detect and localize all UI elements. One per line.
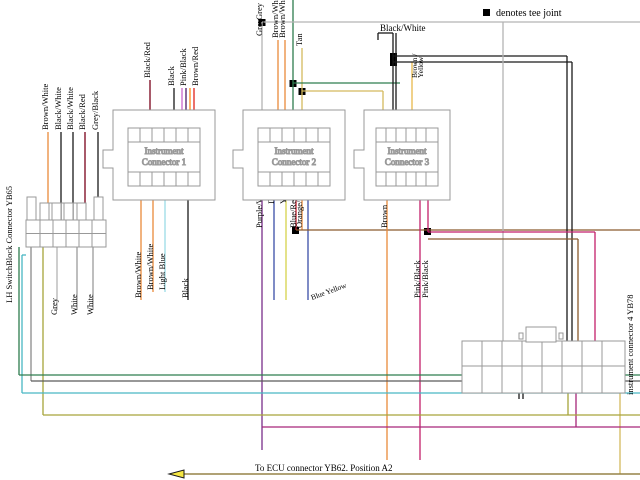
svg-text:Brown/White: Brown/White — [145, 244, 155, 290]
svg-text:White: White — [85, 294, 95, 315]
svg-text:Connector 2: Connector 2 — [272, 157, 316, 167]
svg-text:denotes tee joint: denotes tee joint — [496, 8, 562, 19]
svg-text:Black: Black — [180, 277, 190, 298]
svg-text:Brown/Red: Brown/Red — [190, 46, 200, 86]
svg-text:Instrument: Instrument — [145, 146, 184, 156]
svg-text:Black/White: Black/White — [65, 87, 75, 130]
svg-text:Grey: Grey — [254, 2, 264, 20]
svg-text:Black/Red: Black/Red — [142, 41, 152, 78]
svg-text:Grey: Grey — [254, 18, 264, 36]
svg-text:Grey/Black: Grey/Black — [90, 90, 100, 130]
svg-text:To ECU connector YB62. Positio: To ECU connector YB62. Position A2 — [255, 463, 393, 473]
svg-text:Brown/White: Brown/White — [40, 84, 50, 130]
svg-text:Light Blue: Light Blue — [157, 253, 167, 290]
svg-text:Blue Yellow: Blue Yellow — [310, 281, 348, 302]
svg-text:Black: Black — [166, 65, 176, 86]
svg-text:Black/White: Black/White — [380, 23, 425, 33]
svg-text:LH SwitchBlock Connector YB65: LH SwitchBlock Connector YB65 — [4, 186, 14, 303]
svg-text:Yellow: Yellow — [416, 56, 425, 78]
svg-text:Grey: Grey — [49, 297, 59, 315]
svg-text:Tan: Tan — [294, 33, 304, 46]
svg-text:instrument connector 4 YB78: instrument connector 4 YB78 — [625, 295, 635, 396]
svg-text:Pink/Black: Pink/Black — [420, 259, 430, 298]
svg-text:Instrument: Instrument — [275, 146, 314, 156]
svg-text:Connector 3: Connector 3 — [385, 157, 430, 167]
svg-text:Black/White: Black/White — [53, 87, 63, 130]
svg-text:Pink/Black: Pink/Black — [178, 47, 188, 86]
svg-text:Connector 1: Connector 1 — [142, 157, 186, 167]
svg-text:Brown: Brown — [379, 204, 389, 228]
svg-text:Instrument: Instrument — [388, 146, 427, 156]
svg-text:Brown/White: Brown/White — [277, 0, 287, 38]
svg-text:Brown/White: Brown/White — [133, 252, 143, 298]
svg-text:White: White — [69, 294, 79, 315]
svg-text:Black/Red: Black/Red — [77, 93, 87, 130]
